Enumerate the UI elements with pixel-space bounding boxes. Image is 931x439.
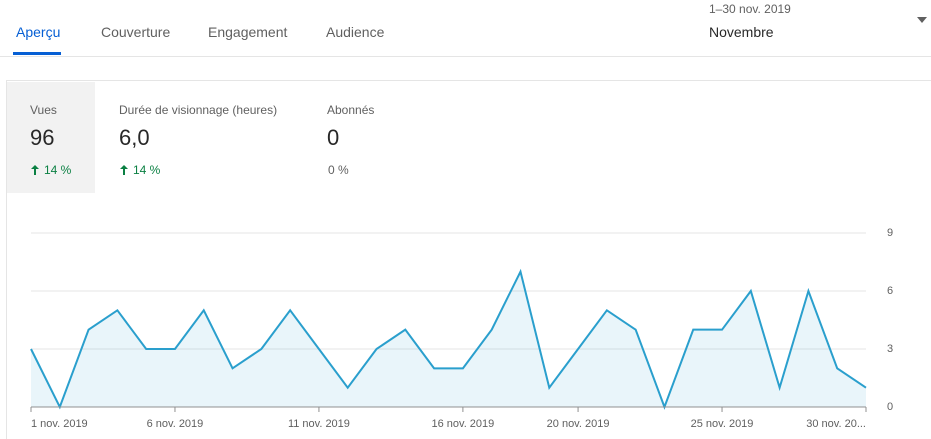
tab[interactable]: Engagement — [208, 24, 288, 40]
card-border — [6, 80, 931, 81]
metric-label: Abonnés — [327, 103, 375, 117]
card-border — [6, 81, 7, 439]
y-tick-label: 6 — [887, 285, 893, 297]
up-arrow — [31, 165, 39, 175]
x-tick-label: 30 nov. 20... — [806, 418, 866, 430]
x-tick-label: 16 nov. 2019 — [431, 418, 494, 430]
metric-value: 0 — [327, 125, 340, 150]
dropdown-arrow[interactable] — [916, 16, 928, 24]
area-fill — [31, 271, 866, 407]
metric-label: Vues — [30, 103, 57, 117]
date-range-subtitle: 1–30 nov. 2019 — [709, 2, 791, 16]
metric-label: Durée de visionnage (heures) — [119, 103, 278, 117]
line — [30, 268, 867, 410]
x-tick-label: 6 nov. 2019 — [147, 418, 204, 430]
tab-indicator — [13, 52, 61, 55]
date-range[interactable]: Novembre — [709, 24, 774, 40]
tab[interactable]: Couverture — [101, 24, 171, 40]
x-tick-label: 11 nov. 2019 — [288, 418, 350, 430]
metric-change: 0 % — [328, 163, 349, 177]
metric-change: 14 % — [44, 163, 72, 177]
metric-value: 6,0 — [119, 125, 150, 150]
y-tick-label: 0 — [887, 401, 893, 413]
up-arrow — [120, 165, 128, 175]
selected-metric[interactable] — [7, 82, 95, 193]
tab[interactable]: Audience — [326, 24, 385, 40]
x-tick-label: 25 nov. 2019 — [691, 418, 754, 430]
divider — [0, 56, 931, 57]
x-tick-label: 1 nov. 2019 — [31, 418, 88, 430]
metric-change: 14 % — [133, 163, 161, 177]
y-tick-label: 9 — [887, 227, 893, 239]
y-tick-label: 3 — [887, 343, 893, 355]
x-tick-label: 20 nov. 2019 — [547, 418, 610, 430]
tab[interactable]: Aperçu — [16, 24, 61, 40]
metric-value: 96 — [30, 125, 55, 150]
chart: 0 3 6 9 1 nov. 2019 6 nov. 2019 11 nov. 2019 16… — [30, 227, 893, 430]
